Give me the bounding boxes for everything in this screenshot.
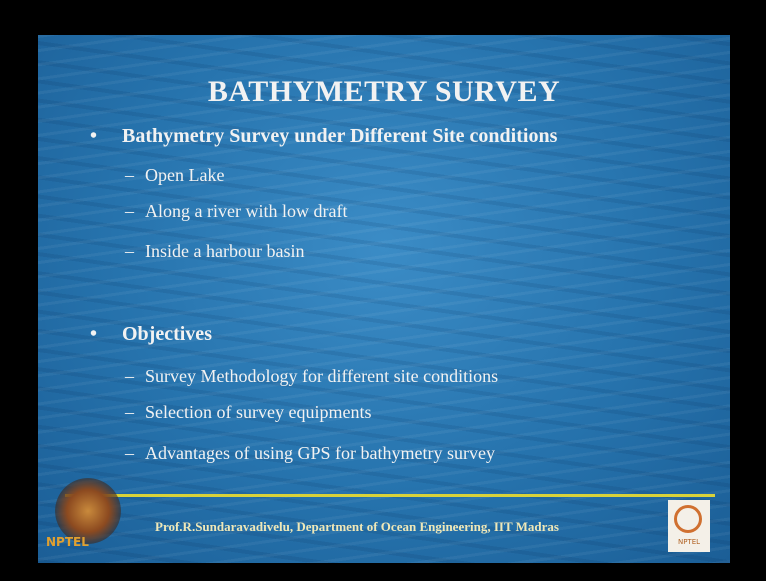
list-item: Selection of survey equipments (145, 402, 371, 423)
dash-marker: – (125, 241, 134, 262)
dash-marker: – (125, 402, 134, 423)
bullet-marker: • (90, 125, 97, 148)
footer-rule (65, 494, 715, 497)
list-item: Inside a harbour basin (145, 241, 304, 262)
bullet-marker: • (90, 323, 97, 346)
section-heading: Bathymetry Survey under Different Site c… (122, 125, 557, 148)
logo-right: NPTEL (668, 500, 710, 552)
logo-left-label: NPTEL (46, 535, 89, 549)
dash-marker: – (125, 366, 134, 387)
footer-text: Prof.R.Sundaravadivelu, Department of Oc… (155, 519, 559, 535)
list-item: Advantages of using GPS for bathymetry s… (145, 443, 495, 464)
list-item: Open Lake (145, 165, 224, 186)
dash-marker: – (125, 443, 134, 464)
logo-emblem (674, 505, 702, 533)
dash-marker: – (125, 165, 134, 186)
section-heading: Objectives (122, 323, 212, 346)
list-item: Survey Methodology for different site co… (145, 366, 498, 387)
logo-right-label: NPTEL (668, 538, 710, 546)
slide-title: BATHYMETRY SURVEY (38, 75, 730, 109)
list-item: Along a river with low draft (145, 201, 347, 222)
screen: BATHYMETRY SURVEY • Bathymetry Survey und… (0, 0, 766, 581)
slide: BATHYMETRY SURVEY • Bathymetry Survey und… (38, 35, 730, 563)
dash-marker: – (125, 201, 134, 222)
